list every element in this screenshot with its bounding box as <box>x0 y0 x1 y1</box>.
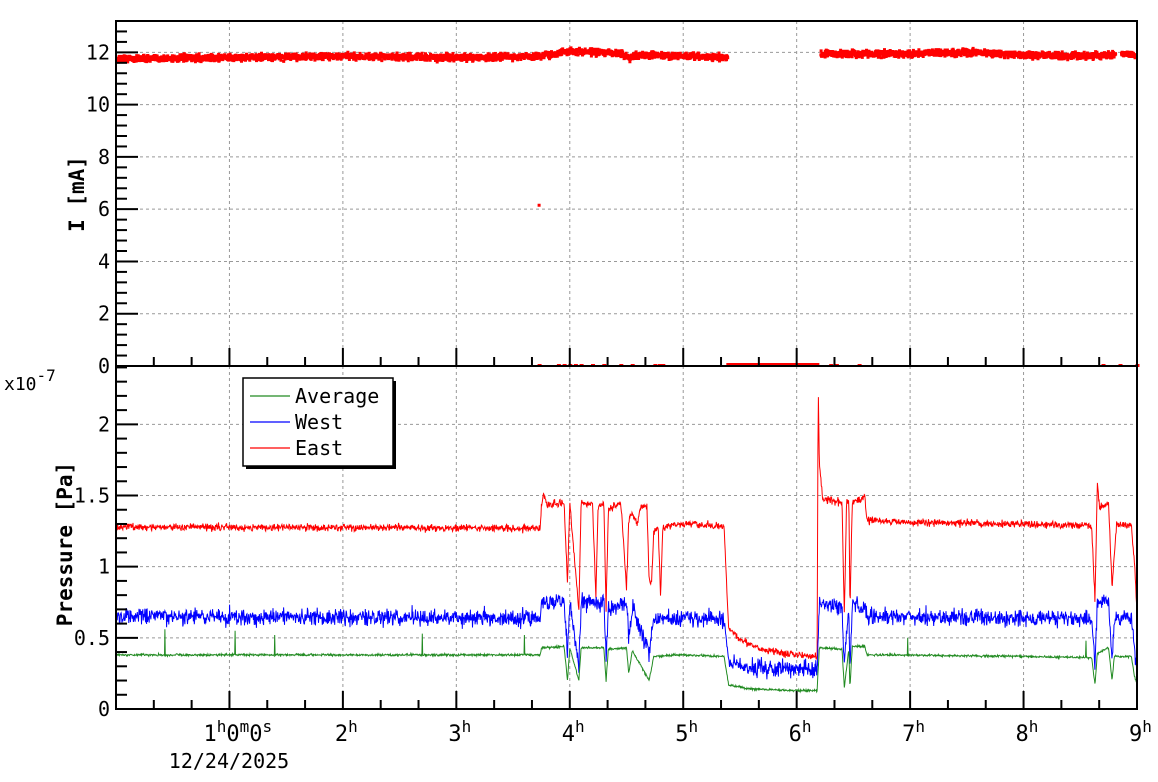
y-tick-label: 0.5 <box>74 626 110 650</box>
legend-entry-west: West <box>250 410 343 434</box>
x-tick-label: 7h <box>902 717 925 747</box>
svg-text:West: West <box>295 410 343 434</box>
pressure-panel: 0 0.5 1 1.5 2 Pressure [Pa] x10-7 AverageWes… <box>4 365 1138 721</box>
current-axes: 0 2 4 6 8 10 12 <box>86 20 1138 378</box>
y-tick-label: 2 <box>98 302 110 326</box>
x-tick-label: 6h <box>789 717 812 747</box>
pressure-series <box>115 397 1138 694</box>
y-tick-label: 0 <box>98 697 110 721</box>
y-tick-label: 4 <box>98 249 110 273</box>
legend-entry-average: Average <box>250 384 379 408</box>
pressure-y-multiplier: x10-7 <box>4 366 56 395</box>
x-tick-label: 5h <box>675 717 698 747</box>
x-tick-label: 9h <box>1129 717 1152 747</box>
time-axis-labels: 1h0m0s 2h 3h 4h 5h 6h 7h 8h 9h <box>203 717 1151 747</box>
x-tick-label: 2h <box>335 717 358 747</box>
pressure-axes: 0 0.5 1 1.5 2 <box>74 365 1138 721</box>
x-tick-label: 4h <box>562 717 585 747</box>
current-grid <box>116 21 1137 367</box>
series-west <box>115 592 1138 680</box>
svg-text:Average: Average <box>295 384 379 408</box>
current-series-i <box>116 46 1140 368</box>
y-tick-label: 6 <box>98 197 110 221</box>
y-tick-label: 1.5 <box>74 484 110 508</box>
x-tick-label: 3h <box>448 717 471 747</box>
svg-text:East: East <box>295 436 343 460</box>
y-tick-label: 1 <box>98 555 110 579</box>
current-panel: 0 2 4 6 8 10 12 I [mA] <box>65 20 1140 378</box>
y-tick-label: 8 <box>98 145 110 169</box>
y-tick-label: 0 <box>98 354 110 378</box>
date-label: 12/24/2025 <box>169 749 289 773</box>
series-east <box>115 397 1138 661</box>
pressure-y-axis-title: Pressure [Pa] <box>53 462 77 626</box>
y-tick-label: 10 <box>86 93 110 117</box>
series-average <box>115 629 1138 694</box>
legend-entry-east: East <box>250 436 343 460</box>
x-tick-label: 1h0m0s <box>203 717 272 747</box>
y-tick-label: 12 <box>86 40 110 64</box>
y-tick-label: 2 <box>98 412 110 436</box>
x-tick-label: 8h <box>1016 717 1039 747</box>
current-y-axis-title: I [mA] <box>65 156 89 232</box>
